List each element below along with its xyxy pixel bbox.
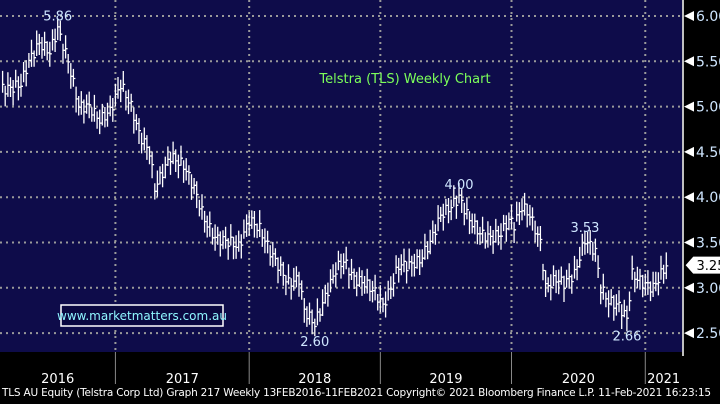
x-year-label: 2016 xyxy=(41,372,74,387)
y-tick-marker xyxy=(684,237,694,248)
y-tick-marker xyxy=(684,146,694,157)
annotation-label: 2.66 xyxy=(612,330,641,345)
footer-info: TLS AU Equity (Telstra Corp Ltd) Graph 2… xyxy=(2,387,711,399)
y-tick-marker xyxy=(684,282,694,293)
y-tick-label: 5.00 xyxy=(696,100,720,116)
y-tick-label: 3.00 xyxy=(696,281,720,297)
chart-title: Telstra (TLS) Weekly Chart xyxy=(318,72,490,87)
annotation-label: 2.60 xyxy=(300,335,329,350)
y-tick-label: 2.50 xyxy=(696,326,720,342)
plot-area xyxy=(0,0,682,352)
y-tick-label: 3.50 xyxy=(696,236,720,252)
annotation-label: 4.00 xyxy=(445,178,474,193)
price-bars xyxy=(1,18,669,337)
last-price-label: 3.25 xyxy=(697,259,720,274)
annotation-label: 5.86 xyxy=(43,10,72,25)
y-tick-label: 4.50 xyxy=(696,145,720,161)
last-price-tag xyxy=(684,255,720,275)
watermark-box xyxy=(60,304,224,327)
y-tick-marker xyxy=(684,192,694,203)
y-tick-marker xyxy=(684,101,694,112)
x-year-label: 2020 xyxy=(562,372,595,387)
watermark-text: www.marketmatters.com.au xyxy=(57,309,227,323)
y-tick-marker xyxy=(684,328,694,339)
y-tick-label: 4.00 xyxy=(696,190,720,206)
x-year-label: 2018 xyxy=(298,372,331,387)
y-tick-label: 6.00 xyxy=(696,9,720,25)
y-tick-marker xyxy=(684,11,694,21)
y-tick-marker xyxy=(684,56,694,67)
x-year-label: 2017 xyxy=(166,372,199,387)
y-tick-label: 5.50 xyxy=(696,54,720,70)
annotation-label: 3.53 xyxy=(570,221,599,236)
x-year-label: 2019 xyxy=(429,372,462,387)
x-year-label: 2021 xyxy=(647,372,680,387)
